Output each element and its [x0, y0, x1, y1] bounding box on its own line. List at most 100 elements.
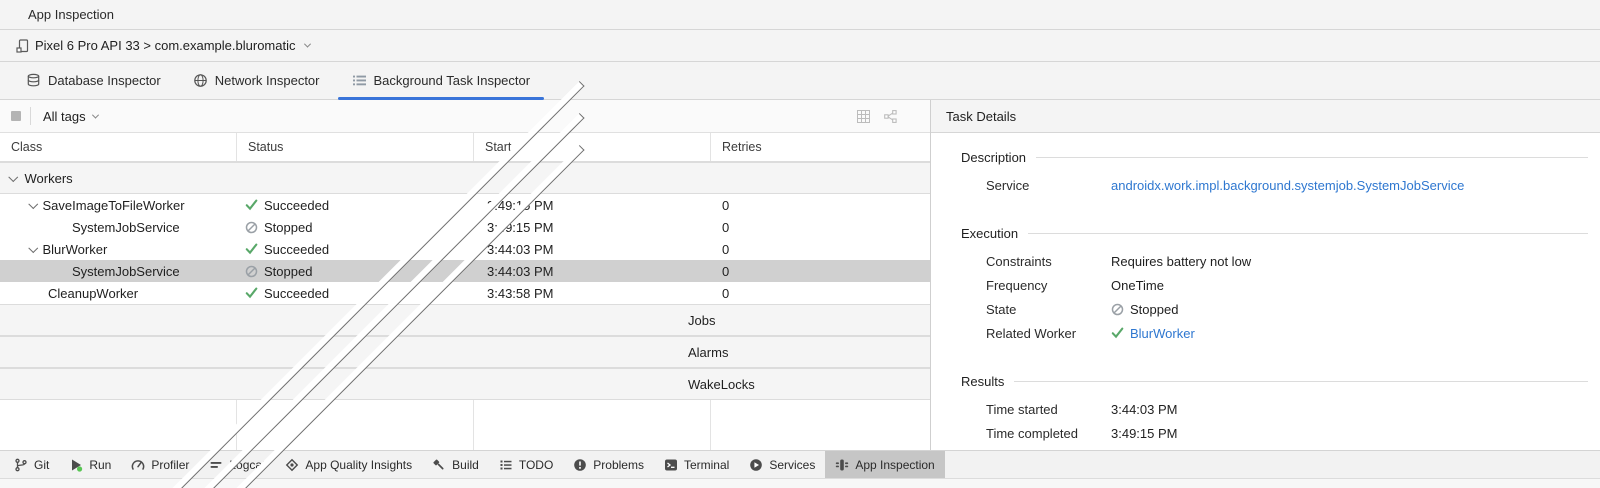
section-rule	[1014, 380, 1588, 382]
group-row-workers[interactable]: Workers	[0, 162, 930, 194]
database-icon	[26, 73, 41, 88]
tool-button-profiler[interactable]: Profiler	[121, 451, 199, 478]
succeeded-icon	[1111, 327, 1124, 339]
group-row-wakelocks[interactable]: WakeLocks	[0, 144, 930, 488]
worker-class-name: SystemJobService	[72, 263, 180, 279]
tool-button-label: Git	[34, 457, 50, 472]
section-heading-results: Results	[961, 371, 1600, 391]
detail-label: Elapsed time	[961, 450, 1111, 451]
chevron-down-icon	[304, 40, 312, 48]
group-label: Jobs	[688, 312, 716, 328]
status-label: Succeeded	[264, 241, 330, 257]
table-header-row: Class Status Start Retries	[0, 133, 930, 162]
cell-retries: 0	[722, 285, 730, 301]
cell-status: Stopped	[237, 260, 474, 282]
column-header-class[interactable]: Class	[0, 133, 237, 161]
cell-class: SystemJobService	[0, 260, 237, 282]
tool-button-services[interactable]: Services	[739, 451, 825, 478]
column-header-retries[interactable]: Retries	[722, 140, 762, 154]
detail-value: 5 m 11 s 855 ms	[1111, 450, 1206, 451]
task-details-title: Task Details	[946, 108, 1017, 124]
stop-inspector-icon[interactable]	[10, 110, 22, 122]
worker-class-name: SaveImageToFileWorker	[42, 197, 185, 213]
chevron-down-icon[interactable]	[28, 198, 38, 209]
detail-label: Frequency	[986, 277, 1048, 293]
table-empty-area	[0, 400, 930, 450]
tab-database-inspector[interactable]: Database Inspector	[10, 62, 177, 99]
stopped-icon	[245, 265, 258, 278]
tab-label: Background Task Inspector	[373, 73, 531, 88]
column-header-status[interactable]: Status	[237, 133, 474, 161]
toolbar-divider	[30, 107, 31, 125]
table-view-icon[interactable]	[856, 109, 871, 124]
stopped-icon	[245, 221, 258, 234]
detail-label: State	[986, 301, 1017, 317]
tool-button-run[interactable]: Run	[59, 451, 121, 478]
tool-button-label: Profiler	[151, 457, 190, 472]
detail-value[interactable]: BlurWorker	[1111, 326, 1195, 341]
tool-button-problems[interactable]: Problems	[563, 451, 654, 478]
graph-view-icon[interactable]	[883, 109, 898, 124]
tool-button-label: App Inspection	[855, 457, 935, 472]
detail-label: Constraints	[986, 253, 1052, 269]
tool-button-label: App Quality Insights	[305, 457, 413, 472]
table-row[interactable]: BlurWorker Succeeded 3:44:03 PM 0	[0, 238, 930, 260]
cell-class: SaveImageToFileWorker	[0, 194, 237, 216]
group-label: Alarms	[688, 344, 729, 360]
detail-value: 3:44:03 PM	[1111, 401, 1178, 417]
cell-start: 3:44:03 PM	[487, 263, 554, 279]
tab-background-task-inspector[interactable]: Background Task Inspector	[336, 62, 547, 100]
chevron-down-icon[interactable]	[28, 242, 38, 253]
tool-button-label: TODO	[518, 457, 554, 472]
tool-button-git[interactable]: Git	[4, 451, 59, 478]
app-inspection-icon	[835, 458, 849, 472]
group-label: Workers	[24, 170, 73, 186]
tool-button-build[interactable]: Build	[422, 451, 489, 478]
problems-icon	[573, 458, 587, 472]
section-heading-execution: Execution	[961, 223, 1600, 243]
tag-filter-dropdown[interactable]: All tags	[39, 109, 102, 124]
cell-start: 3:43:58 PM	[487, 285, 554, 301]
cell-status: Succeeded	[237, 194, 474, 216]
detail-value: Stopped	[1111, 302, 1178, 317]
window-title: App Inspection	[28, 7, 115, 22]
detail-row-state: State Stopped	[961, 297, 1600, 321]
tool-button-app-inspection[interactable]: App Inspection	[825, 451, 945, 478]
task-details-header: Task Details	[931, 100, 1600, 133]
services-icon	[749, 458, 763, 472]
worker-class-name: CleanupWorker	[48, 285, 139, 301]
succeeded-icon	[245, 199, 258, 211]
table-row[interactable]: SystemJobService Stopped 3:44:03 PM 0	[0, 260, 930, 282]
detail-value: 3:49:15 PM	[1111, 425, 1178, 441]
section-title: Description	[961, 149, 1027, 165]
status-bar-strip	[0, 478, 1600, 488]
succeeded-icon	[245, 287, 258, 299]
worker-class-name: SystemJobService	[72, 219, 180, 235]
detail-row-time-completed: Time completed 3:49:15 PM	[961, 421, 1600, 445]
detail-label: Related Worker	[986, 325, 1077, 341]
table-row[interactable]: CleanupWorker Succeeded 3:43:58 PM 0	[0, 282, 930, 304]
detail-row-service: Service androidx.work.impl.background.sys…	[961, 173, 1600, 197]
cell-class: CleanupWorker	[0, 282, 237, 304]
tool-button-todo[interactable]: TODO	[489, 451, 563, 478]
detail-label: Service	[986, 177, 1030, 193]
tool-button-app-quality-insights[interactable]: App Quality Insights	[275, 451, 422, 478]
detail-value[interactable]: androidx.work.impl.background.systemjob.…	[1111, 177, 1465, 193]
cell-start: 3:49:15 PM	[474, 194, 711, 216]
group-row-jobs[interactable]: Jobs	[0, 80, 930, 488]
task-details-content: Description Service androidx.work.impl.bac…	[931, 133, 1600, 450]
status-label: Stopped	[264, 219, 313, 235]
cell-class: BlurWorker	[0, 238, 237, 260]
tab-network-inspector[interactable]: Network Inspector	[177, 62, 336, 99]
chevron-down-icon[interactable]	[8, 171, 18, 182]
device-process-selector[interactable]: Pixel 6 Pro API 33 > com.example.bluroma…	[0, 30, 1600, 62]
chevron-down-icon	[91, 111, 99, 119]
worker-class-name: BlurWorker	[42, 241, 108, 257]
group-row-alarms[interactable]: Alarms	[0, 112, 930, 488]
cell-retries: 0	[722, 241, 730, 257]
profiler-icon	[131, 458, 145, 472]
section-title: Results	[961, 373, 1005, 389]
table-row[interactable]: SystemJobService Stopped 3:49:15 PM 0	[0, 216, 930, 238]
column-header-start[interactable]: Start	[474, 133, 711, 161]
tool-button-terminal[interactable]: Terminal	[654, 451, 739, 478]
